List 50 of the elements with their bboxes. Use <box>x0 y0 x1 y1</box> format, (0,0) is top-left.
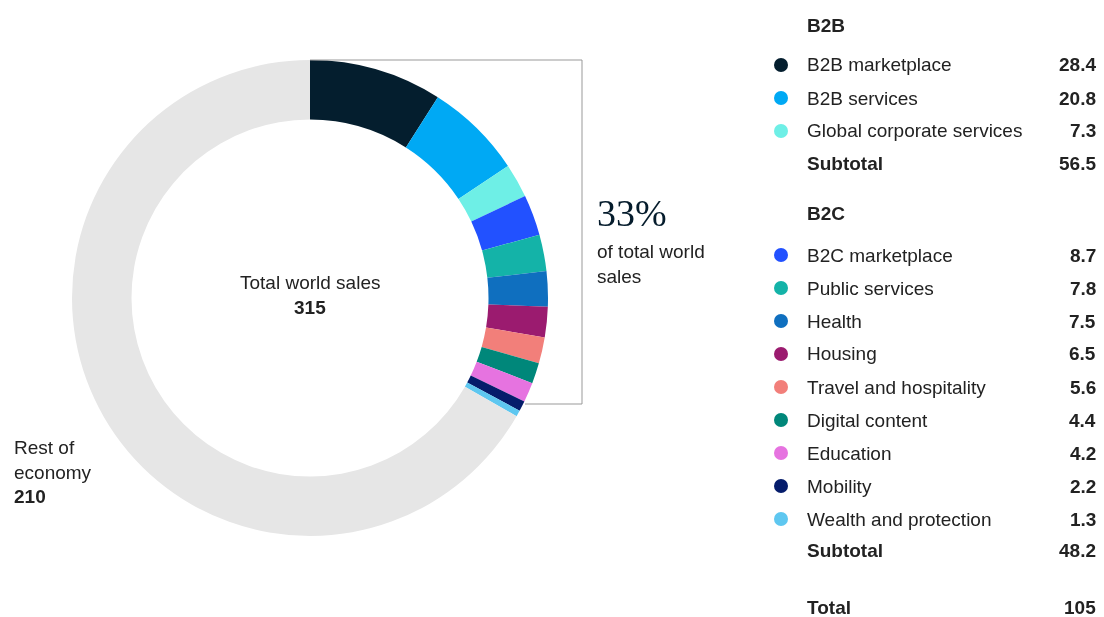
legend-label: B2B marketplace <box>807 54 952 75</box>
text: Subtotal <box>807 153 883 174</box>
legend-label: Mobility <box>807 476 872 497</box>
legend-label: Housing <box>807 343 877 364</box>
donut-slice <box>310 60 438 148</box>
data-label: 4.4 <box>1069 410 1096 431</box>
text: 33% <box>597 192 667 234</box>
legend-label: Global corporate services <box>807 120 1023 141</box>
legend-label: Public services <box>807 278 934 299</box>
data-label: 5.6 <box>1070 377 1097 398</box>
donut-slice <box>470 361 533 402</box>
donut-slice <box>486 304 548 338</box>
text: 315 <box>294 297 327 318</box>
data-label: 7.5 <box>1069 311 1096 332</box>
text: of total world sales <box>597 241 705 287</box>
legend-label: Travel and hospitality <box>807 377 987 398</box>
data-label: 28.4 <box>1059 54 1097 75</box>
data-label: 210 <box>14 486 46 508</box>
legend-label: B2C marketplace <box>807 245 953 266</box>
data-label: 8.7 <box>1070 245 1097 266</box>
text: B2C <box>807 203 846 224</box>
data-label: 7.3 <box>1070 120 1097 141</box>
data-label: 6.5 <box>1069 343 1096 364</box>
donut-slice <box>467 375 525 411</box>
legend-label: Education <box>807 443 892 464</box>
donut-slice <box>481 327 545 364</box>
data-label: 1.3 <box>1070 509 1097 530</box>
donut-slice <box>405 97 508 199</box>
donut-slice <box>464 382 520 417</box>
data-label: 2.2 <box>1070 476 1097 497</box>
text: Total world sales <box>240 272 381 293</box>
text: 48.2 <box>1059 540 1096 561</box>
legend-label: Digital content <box>807 410 929 431</box>
text: B2B <box>807 15 846 36</box>
legend-label: B2B services <box>807 88 918 109</box>
donut-slice <box>482 234 547 278</box>
data-label: 4.2 <box>1070 443 1097 464</box>
donut-slice <box>458 165 526 222</box>
data-label: 7.8 <box>1070 278 1097 299</box>
donut-slice <box>471 196 540 251</box>
text: Total <box>807 597 851 617</box>
data-label: 20.8 <box>1059 88 1096 109</box>
legend-label: Health <box>807 311 862 332</box>
text: Subtotal <box>807 540 883 561</box>
text: 56.5 <box>1059 153 1097 174</box>
text: 105 <box>1064 597 1097 617</box>
legend-label: Wealth and protection <box>807 509 992 530</box>
slice-label: Rest of economy <box>14 437 92 483</box>
donut-slice <box>476 346 539 384</box>
donut-slice <box>487 271 548 307</box>
